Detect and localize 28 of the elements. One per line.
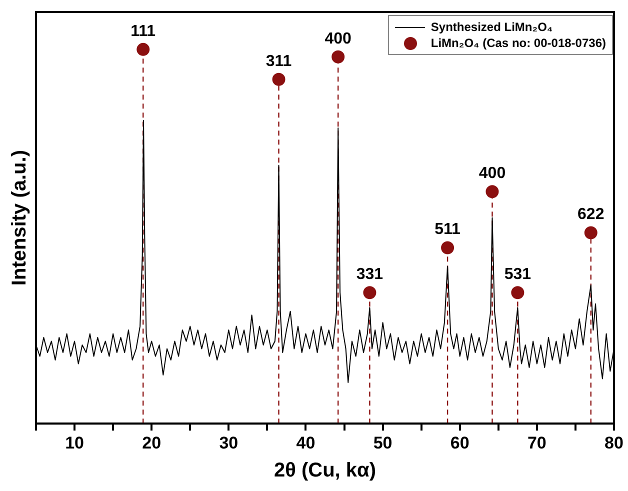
y-axis-title: Intensity (a.u.) (8, 150, 31, 286)
annotation: 400 (324, 30, 352, 48)
x-tick-label: 70 (527, 433, 546, 452)
point (584, 226, 598, 240)
x-tick-label: 10 (65, 433, 84, 452)
annotation: 531 (504, 266, 532, 284)
point (511, 286, 524, 300)
point (363, 286, 376, 300)
legend-label: Synthesized LiMn₂O₄ (430, 20, 553, 34)
legend-label: LiMn₂O₄ (Cas no: 00-018-0736) (430, 36, 606, 50)
point (441, 241, 454, 254)
x-tick-label: 50 (373, 433, 392, 452)
point (136, 42, 150, 56)
annotation: 311 (266, 52, 292, 70)
x-tick-label: 20 (142, 433, 162, 452)
x-tick-label: 40 (296, 433, 316, 452)
annotation: 511 (434, 221, 461, 238)
annotation: 622 (578, 206, 604, 224)
annotation: 331 (356, 266, 384, 284)
x-tick-label: 80 (604, 433, 624, 452)
point (486, 185, 499, 198)
x-tick-label: 60 (450, 433, 470, 452)
x-tick-label: 30 (219, 433, 238, 452)
point (332, 50, 345, 64)
annotation: 400 (478, 165, 506, 182)
x-axis-title: 2θ (Cu, kα) (274, 460, 376, 482)
point (272, 72, 286, 86)
annotation: 111 (130, 22, 156, 40)
